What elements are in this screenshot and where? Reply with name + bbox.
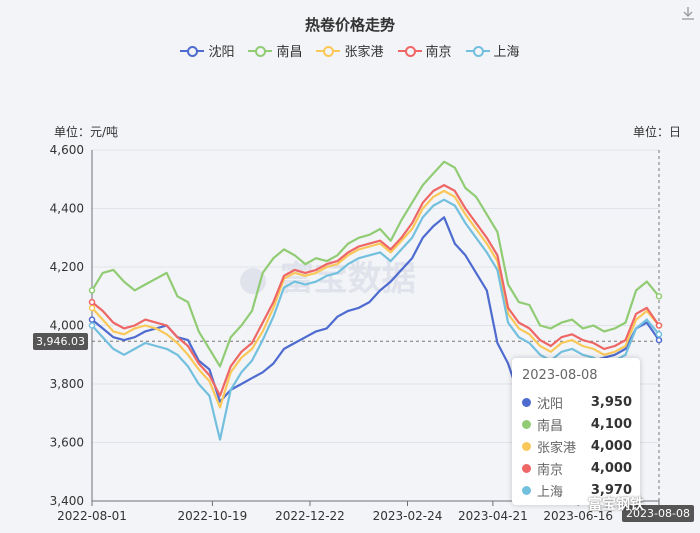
series-line-上海 — [91, 198, 660, 441]
legend: 沈阳 南昌 张家港 南京 上海 — [0, 41, 700, 60]
tooltip-series-name: 张家港 — [537, 440, 577, 456]
series-start-point — [88, 287, 96, 294]
tooltip-row: 南京 4,000 — [522, 459, 632, 478]
y-tick-label: 3,600 — [50, 436, 84, 450]
chart-title: 热卷价格走势 — [304, 16, 395, 34]
series-line-南昌 — [91, 160, 660, 368]
y-tick-label: 4,000 — [50, 319, 84, 333]
legend-swatch — [465, 45, 490, 57]
series-line-张家港 — [91, 189, 660, 409]
series-end-point — [655, 336, 663, 344]
legend-swatch — [397, 45, 422, 57]
series-start-point — [88, 322, 96, 329]
tooltip-dot — [522, 419, 531, 429]
x-tick-label: 2023-04-21 — [458, 509, 528, 523]
tooltip-series-name: 南昌 — [537, 418, 564, 434]
legend-item[interactable]: 南京 — [397, 41, 452, 60]
watermark-text: 富宝钢铁 — [588, 497, 644, 513]
tooltip-row: 张家港 4,000 — [522, 437, 632, 456]
legend-swatch — [248, 45, 273, 57]
series-start-point — [88, 316, 96, 323]
tooltip-series-value: 3,970 — [590, 482, 632, 498]
y-tick-label: 4,600 — [50, 143, 84, 157]
series-start-point — [88, 304, 96, 312]
tooltip-series-name: 上海 — [537, 484, 564, 500]
legend-item[interactable]: 南昌 — [248, 41, 302, 60]
tooltip-series-value: 4,100 — [590, 416, 632, 432]
axis-pointer-x-label: 2023-08-08 — [622, 505, 694, 522]
x-tick-label: 2022-10-19 — [178, 509, 248, 523]
legend-item[interactable]: 沈阳 — [180, 41, 234, 60]
legend-label: 沈阳 — [208, 45, 235, 60]
y-unit-label: 单位：元/吨 — [54, 125, 119, 139]
tooltip-dot — [522, 463, 531, 473]
legend-swatch — [180, 45, 205, 57]
series-end-point — [655, 293, 663, 300]
tooltip-date: 2023-08-08 — [522, 368, 598, 383]
tooltip-row: 上海 3,970 — [522, 481, 632, 500]
y-tick-label: 3,800 — [50, 377, 84, 391]
tooltip-series-value: 3,950 — [590, 394, 632, 410]
series-end-point — [655, 331, 663, 338]
tooltip-dot — [522, 441, 531, 451]
y-tick-label: 4,400 — [50, 202, 84, 216]
legend-item[interactable]: 上海 — [465, 41, 520, 60]
series-end-point — [655, 322, 663, 329]
tooltip-dot — [522, 397, 531, 407]
legend-swatch — [316, 45, 341, 57]
tooltip-series-name: 沈阳 — [537, 396, 564, 412]
legend-label: 张家港 — [344, 45, 384, 60]
axis-pointer-y-label: 3,946.03 — [33, 333, 88, 350]
x-unit-label: 单位：日 — [633, 125, 682, 139]
x-tick-label: 2022-08-01 — [57, 509, 127, 523]
tooltip-series-value: 4,000 — [590, 460, 632, 476]
legend-label: 南昌 — [276, 45, 303, 60]
tooltip-dot — [522, 485, 531, 495]
download-icon[interactable] — [680, 5, 696, 21]
series-start-point — [88, 298, 96, 306]
legend-label: 南京 — [425, 45, 452, 60]
y-tick-label: 4,200 — [50, 260, 84, 274]
y-tick-label: 3,400 — [50, 494, 84, 508]
tooltip-row: 沈阳 3,950 — [522, 393, 632, 412]
tooltip-series-value: 4,000 — [590, 438, 632, 454]
x-tick-label: 2023-06-16 — [543, 509, 613, 523]
x-tick-label: 2023-02-24 — [373, 509, 443, 523]
tooltip: 2023-08-08 沈阳 3,950 南昌 4,100 张家港 4,000 南京 4,000… — [512, 358, 640, 505]
tooltip-row: 南昌 4,100 — [522, 415, 632, 434]
series-line-南京 — [91, 184, 660, 397]
x-tick-label: 2022-12-22 — [275, 509, 345, 523]
legend-label: 上海 — [493, 45, 520, 60]
legend-item[interactable]: 张家港 — [316, 41, 384, 60]
tooltip-series-name: 南京 — [537, 462, 564, 478]
